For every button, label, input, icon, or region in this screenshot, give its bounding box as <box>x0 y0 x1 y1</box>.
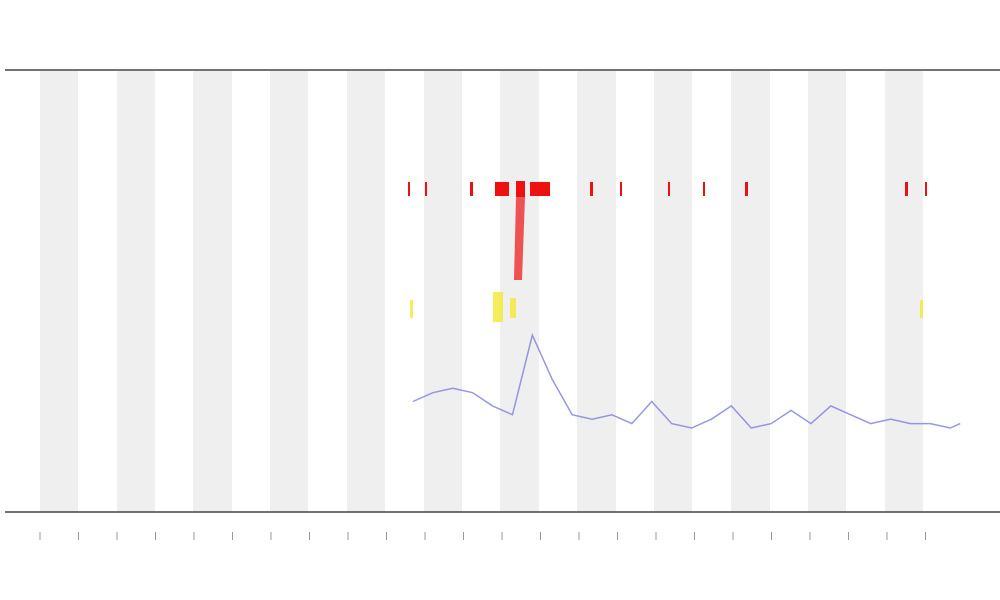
band <box>731 71 770 512</box>
strip <box>925 182 927 196</box>
band <box>347 71 385 512</box>
strip <box>514 197 525 280</box>
strip <box>410 300 413 318</box>
heat-strips <box>408 181 927 322</box>
band <box>424 71 462 512</box>
strip <box>408 182 410 196</box>
strip <box>745 182 748 196</box>
strip <box>493 292 503 322</box>
strip <box>668 182 670 196</box>
strip <box>905 182 908 196</box>
band <box>577 71 616 512</box>
strip <box>920 300 923 318</box>
band <box>654 71 692 512</box>
strip <box>703 182 705 196</box>
strip <box>510 298 516 318</box>
band <box>885 71 923 512</box>
band <box>500 71 539 512</box>
band <box>193 71 232 512</box>
background-bands <box>40 71 923 512</box>
band <box>270 71 308 512</box>
band <box>117 71 155 512</box>
strip <box>530 182 550 196</box>
strip <box>516 181 525 197</box>
x-ticks <box>39 532 926 540</box>
strip <box>620 182 622 196</box>
strip <box>590 182 593 196</box>
band <box>40 71 78 512</box>
strip <box>470 182 473 196</box>
strip <box>425 182 427 196</box>
band <box>808 71 846 512</box>
data-line <box>412 332 961 429</box>
strip <box>495 182 509 196</box>
